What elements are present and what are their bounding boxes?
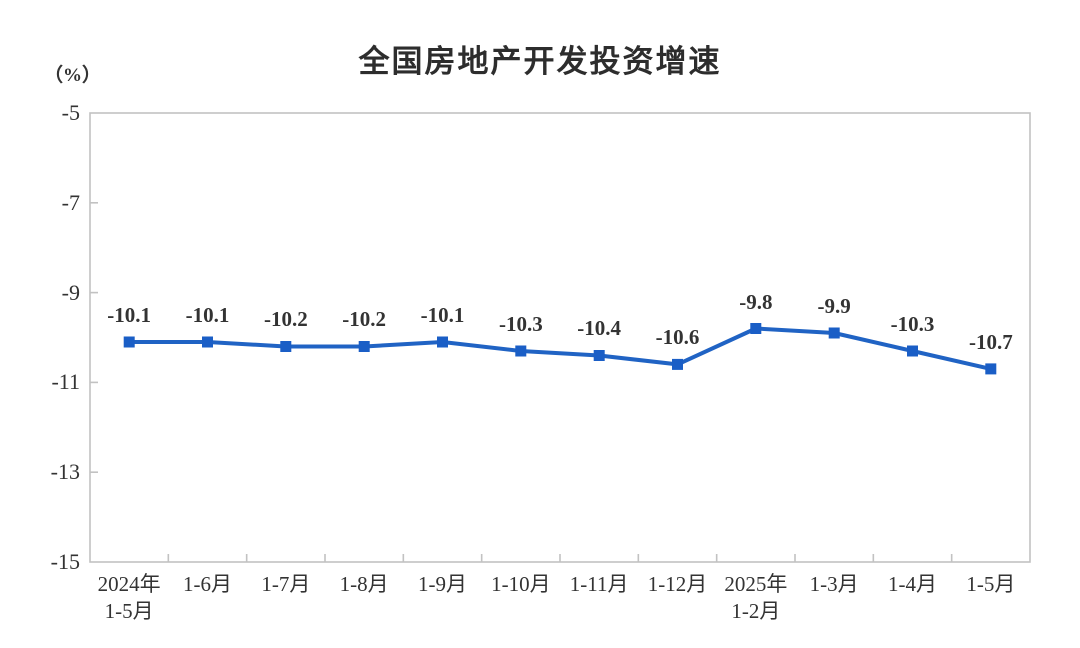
x-axis-tick-label: 2025年 1-2月 (724, 572, 788, 623)
x-axis-tick-label: 2024年 1-5月 (97, 572, 161, 623)
x-axis-tick-label: 1-10月 (491, 572, 551, 596)
x-axis-tick-label: 1-8月 (339, 572, 389, 596)
data-point-label: -10.1 (185, 302, 230, 327)
y-axis-tick-label: -13 (50, 459, 80, 485)
x-axis-tick-label: 1-4月 (888, 572, 937, 596)
x-axis-tick-label: 1-7月 (261, 572, 311, 596)
data-point-label: -10.3 (498, 311, 543, 336)
data-point-label: -9.9 (817, 294, 851, 318)
data-point-label: -10.2 (263, 307, 308, 332)
data-point-label: -10.7 (968, 329, 1013, 354)
data-point-label: -10.1 (420, 302, 465, 327)
data-point-label: -10.2 (342, 307, 387, 332)
x-axis-tick-label: 1-11月 (569, 572, 629, 596)
x-axis-tick-label: 1-6月 (183, 572, 232, 596)
y-axis-tick-label: -9 (61, 279, 80, 305)
x-axis-tick-label: 1-9月 (418, 572, 467, 596)
data-point-label: -10.3 (890, 311, 935, 336)
x-axis-tick-label: 1-5月 (966, 572, 1016, 596)
y-axis-unit-label: （%） (44, 65, 102, 86)
data-point-label: -10.4 (577, 316, 622, 341)
chart-title: 全国房地产开发投资增速 (358, 44, 722, 79)
data-point-label: -10.6 (655, 325, 700, 350)
y-axis-tick-label: -15 (50, 549, 80, 574)
x-axis-tick-label: 1-3月 (809, 572, 859, 596)
data-point-label: -10.1 (107, 302, 152, 327)
data-point-label: -9.8 (739, 289, 773, 314)
y-axis-tick-label: -5 (61, 100, 80, 125)
x-axis-tick-label: 1-12月 (647, 572, 708, 596)
y-axis-tick-label: -11 (51, 369, 80, 395)
y-axis-tick-label: -7 (61, 189, 80, 215)
